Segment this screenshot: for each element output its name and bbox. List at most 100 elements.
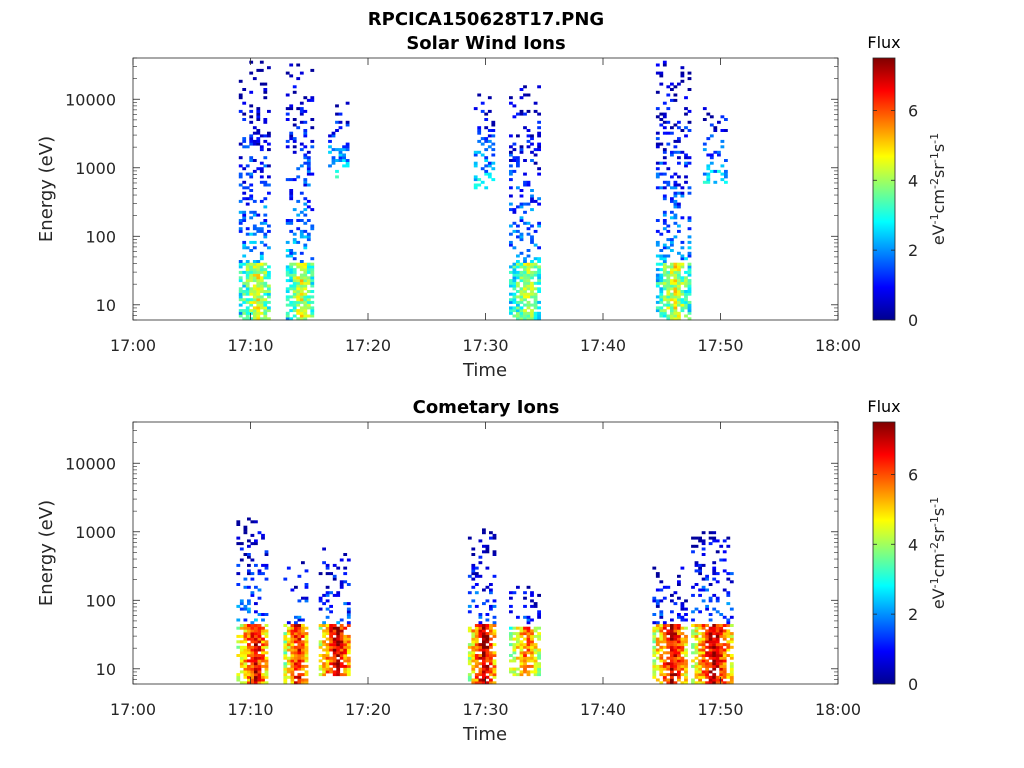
heatmap-cell [242,213,247,217]
heatmap-cell [720,129,725,132]
heatmap-cell [652,621,657,625]
heatmap-cell [698,536,702,540]
heatmap-cell [331,131,336,135]
heatmap-cell [294,645,298,649]
heatmap-cell [242,317,247,321]
heatmap-cell [263,88,268,91]
heatmap-cell [283,634,288,638]
heatmap-cell [519,309,524,313]
heatmap-cell [659,648,664,652]
heatmap-cell [303,309,308,313]
heatmap-cell [655,107,660,111]
heatmap-cell [238,175,243,179]
heatmap-cell [726,645,731,649]
heatmap-cell [249,156,254,160]
heatmap-cell [489,632,493,636]
heatmap-cell [537,167,541,171]
heatmap-cell [694,656,699,660]
heatmap-cell [655,175,660,179]
heatmap-cell [339,645,344,649]
heatmap-cell [680,566,685,570]
heatmap-cell [691,550,695,554]
heatmap-cell [670,88,674,91]
heatmap-cell [684,126,688,130]
heatmap-cell [655,167,660,171]
heatmap-cell [526,93,531,97]
heatmap-cell [715,643,720,647]
heatmap-cell [297,626,302,630]
heatmap-cell [519,150,524,154]
heatmap-cell [254,654,258,657]
heatmap-cell [249,71,254,75]
heatmap-cell [666,300,671,304]
heatmap-cell [289,295,294,299]
heatmap-cell [698,673,702,677]
heatmap-cell [474,637,479,641]
heatmap-cell [712,643,717,647]
heatmap-cell [267,290,271,293]
heatmap-cell [257,588,262,592]
heatmap-cell [467,604,472,608]
heatmap-cell [702,118,707,121]
heatmap-cell [339,632,344,636]
heatmap-cell [720,139,725,143]
heatmap-cell [301,596,305,600]
heatmap-cell [286,632,291,636]
heatmap-cell [715,681,720,685]
heatmap-cell [480,167,485,171]
heatmap-cell [304,626,309,630]
heatmap-cell [677,637,681,641]
heatmap-cell [336,632,341,636]
heatmap-cell [263,317,268,321]
heatmap-cell [242,311,247,315]
heatmap-cell [523,270,527,274]
heatmap-cell [261,629,265,633]
heatmap-cell [487,96,492,100]
heatmap-cell [687,268,692,272]
heatmap-cell [670,678,674,682]
heatmap-cell [684,613,688,616]
heatmap-cell [698,654,702,657]
heatmap-cell [243,675,248,679]
heatmap-cell [245,172,250,176]
heatmap-cell [303,303,308,307]
heatmap-cell [673,205,678,209]
heatmap-cell [655,624,660,627]
heatmap-cell [652,645,657,649]
heatmap-cell [331,159,336,162]
y-tick-label: 1000 [75,523,116,542]
heatmap-cell [343,634,348,638]
heatmap-cell [289,131,294,135]
heatmap-cell [339,585,344,589]
heatmap-cell [698,588,702,592]
heatmap-cell [537,172,541,176]
heatmap-cell [677,673,681,677]
heatmap-cell [247,517,251,521]
heatmap-cell [512,309,517,313]
heatmap-cell [519,656,524,660]
x-tick-label: 17:20 [345,336,391,355]
heatmap-cell [701,531,706,535]
heatmap-cell [286,626,291,630]
heatmap-cell [292,300,297,304]
heatmap-cell [256,131,261,135]
heatmap-cell [523,626,527,630]
heatmap-cell [289,229,294,233]
heatmap-cell [670,309,674,313]
heatmap-cell [677,205,681,209]
heatmap-cell [245,290,250,293]
heatmap-cell [285,303,290,307]
heatmap-cell [264,566,269,570]
heatmap-cell [478,626,483,630]
heatmap-cell [477,139,482,143]
heatmap-cell [256,281,261,285]
heatmap-cell [670,273,674,277]
heatmap-cell [257,632,262,636]
heatmap-cell [471,667,476,671]
heatmap-cell [243,604,248,608]
heatmap-cell [249,276,254,280]
heatmap-cell [242,167,247,171]
heatmap-cell [480,180,485,184]
heatmap-cell [533,645,538,649]
heatmap-cell [729,670,734,674]
